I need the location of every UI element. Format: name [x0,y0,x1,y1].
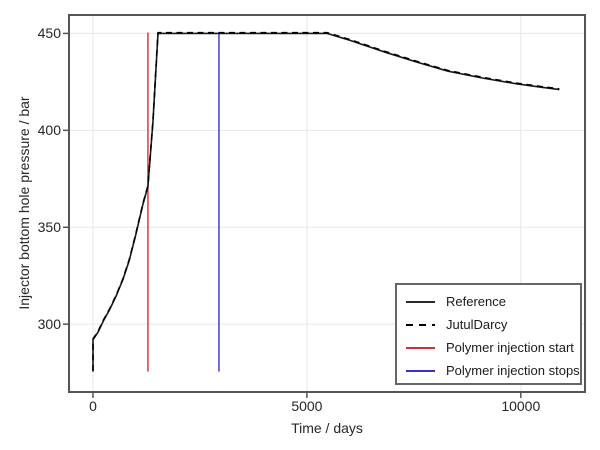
legend-label: Polymer injection start [446,340,574,355]
y-tick-label: 400 [37,122,61,139]
legend-item-reference: Reference [406,290,580,313]
legend-label: JutulDarcy [446,317,508,332]
axes-frame [68,14,586,393]
legend-item-polymer-start: Polymer injection start [406,336,580,359]
series-line [92,31,560,371]
x-axis-label: Time / days [291,420,363,436]
y-axis-label: Injector bottom hole pressure / bar [16,96,32,310]
y-tick-label: 300 [37,316,61,333]
x-tick-label: 5000 [291,398,323,414]
polymer-start-line-swatch [406,346,435,349]
reference-line-swatch [406,300,435,303]
legend: Reference JutulDarcy Polymer injection s… [395,283,582,385]
legend-item-jutuldarcy: JutulDarcy [406,313,580,336]
x-tick-label: 0 [89,398,97,414]
y-tick-label: 450 [37,25,61,42]
legend-label: Reference [446,294,506,309]
y-tick-label: 350 [37,219,61,236]
jutuldarcy-line-swatch [406,323,435,326]
polymer-stop-line-swatch [406,369,435,372]
x-tick-label: 10000 [501,398,541,414]
legend-item-polymer-stop: Polymer injection stops [406,359,580,382]
legend-label: Polymer injection stops [446,363,580,378]
